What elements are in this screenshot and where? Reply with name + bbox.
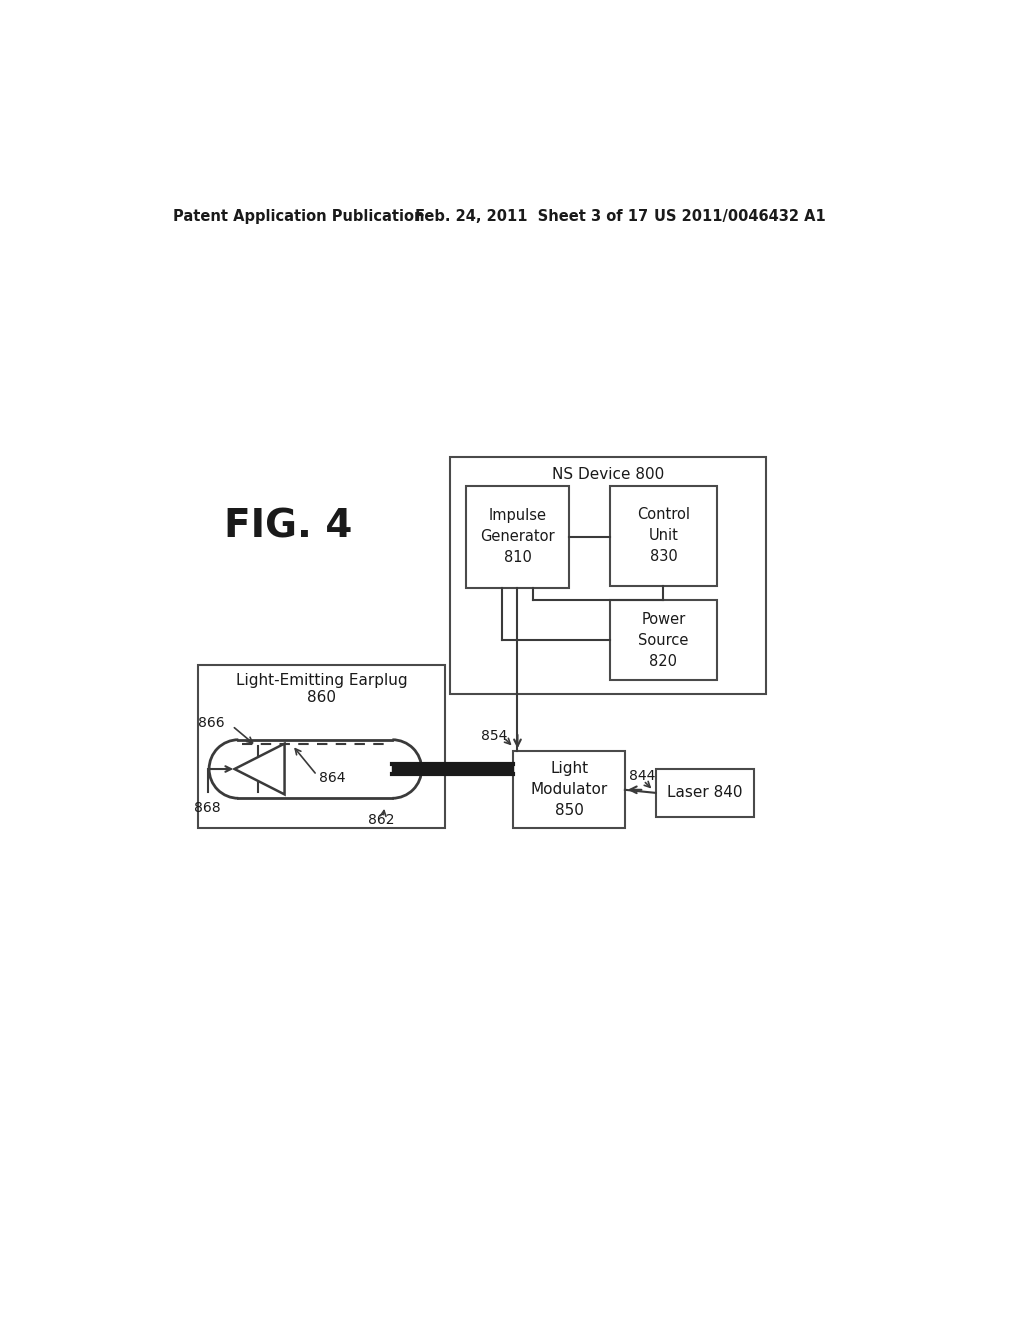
Text: 866: 866 bbox=[198, 715, 224, 730]
Text: FIG. 4: FIG. 4 bbox=[224, 507, 352, 545]
Text: Impulse
Generator
810: Impulse Generator 810 bbox=[480, 508, 555, 565]
Text: Control
Unit
830: Control Unit 830 bbox=[637, 507, 690, 564]
Text: Feb. 24, 2011  Sheet 3 of 17: Feb. 24, 2011 Sheet 3 of 17 bbox=[416, 209, 648, 223]
Text: 862: 862 bbox=[368, 813, 394, 826]
Text: Patent Application Publication: Patent Application Publication bbox=[173, 209, 424, 223]
Text: 844: 844 bbox=[629, 770, 655, 783]
Bar bbox=[451, 457, 766, 693]
Text: 864: 864 bbox=[319, 771, 346, 785]
Bar bbox=[466, 486, 569, 589]
Text: NS Device 800: NS Device 800 bbox=[552, 466, 665, 482]
Bar bbox=[655, 770, 755, 817]
Text: 860: 860 bbox=[307, 690, 336, 705]
Bar bbox=[609, 599, 717, 681]
Text: 854: 854 bbox=[481, 729, 508, 743]
Text: Power
Source
820: Power Source 820 bbox=[638, 611, 688, 668]
Bar bbox=[513, 751, 625, 829]
Text: US 2011/0046432 A1: US 2011/0046432 A1 bbox=[654, 209, 826, 223]
Bar bbox=[609, 486, 717, 586]
Polygon shape bbox=[234, 743, 285, 795]
Text: Light-Emitting Earplug: Light-Emitting Earplug bbox=[236, 673, 408, 688]
Text: Light
Modulator
850: Light Modulator 850 bbox=[530, 762, 607, 818]
Text: 868: 868 bbox=[195, 800, 221, 814]
Bar bbox=[199, 665, 444, 829]
Text: Laser 840: Laser 840 bbox=[668, 785, 742, 800]
